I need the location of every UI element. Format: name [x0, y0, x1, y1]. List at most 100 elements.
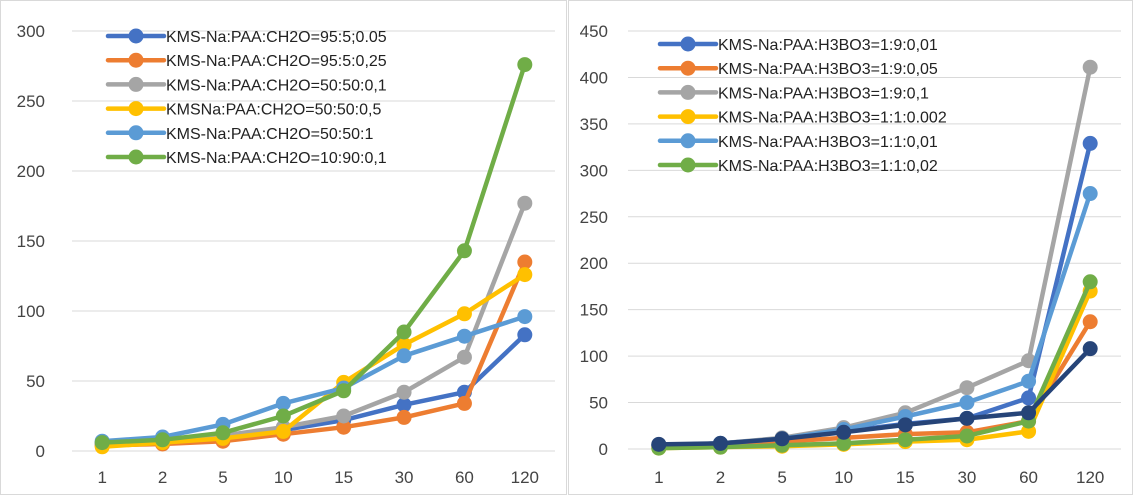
left-data-point	[517, 267, 533, 283]
right-legend-label: KMS-Na:PAA:H3BO3=1:1:0,01	[718, 134, 938, 151]
chart-right: 0 50 100 150 200 250 300 350 400 450 1 2 5 10 15 30 60 12…	[568, 0, 1133, 495]
left-y-tick-label: 0	[36, 442, 45, 461]
left-legend-label: KMS-Na:PAA:CH2O=50:50:0,1	[166, 77, 387, 94]
right-data-point	[1082, 186, 1098, 202]
right-x-tick-label: 5	[777, 468, 786, 487]
left-legend-label: KMSNa:PAA:CH2O=50:50:0,5	[166, 102, 381, 119]
left-legend-item: KMS-Na:PAA:CH2O=95:5;0.05	[105, 28, 387, 46]
left-legend-item: KMS-Na:PAA:CH2O=50:50:0,1	[105, 76, 387, 94]
left-x-tick-label: 2	[158, 468, 167, 487]
left-data-point	[275, 408, 291, 424]
right-data-point	[1021, 390, 1037, 406]
left-x-tick-label: 5	[218, 468, 227, 487]
left-data-point	[517, 57, 533, 73]
right-legend-item: KMS-Na:PAA:H3BO3=1:9:0,1	[657, 84, 929, 102]
right-x-tick-label: 1	[654, 468, 663, 487]
left-x-tick-label: 10	[274, 468, 293, 487]
left-data-point	[396, 348, 412, 364]
right-data-point	[1021, 405, 1037, 421]
left-data-point	[396, 384, 412, 400]
left-data-point	[396, 324, 412, 340]
right-data-point	[1082, 59, 1098, 75]
right-y-tick-label: 350	[580, 115, 608, 134]
right-legend-marker	[680, 84, 696, 100]
left-data-point	[456, 349, 472, 365]
right-legend-label: KMS-Na:PAA:H3BO3=1:9:0,1	[718, 85, 929, 102]
right-series-line	[656, 346, 1093, 447]
right-legend-marker	[680, 36, 696, 52]
right-data-point	[1082, 274, 1098, 290]
right-y-tick-label: 400	[580, 68, 608, 87]
left-data-point	[456, 306, 472, 322]
left-legend-label: KMS-Na:PAA:CH2O=10:90:0,1	[166, 150, 387, 167]
left-data-point	[396, 397, 412, 413]
right-y-tick-label: 300	[580, 161, 608, 180]
right-legend-item: KMS-Na:PAA:H3BO3=1:9:0,01	[657, 36, 938, 54]
left-y-tick-label: 100	[17, 302, 45, 321]
left-data-point	[275, 395, 291, 411]
right-data-point	[959, 410, 975, 426]
right-data-point	[959, 428, 975, 444]
left-series-line	[99, 272, 528, 450]
left-data-point	[517, 309, 533, 325]
left-data-point	[517, 195, 533, 211]
right-x-tick-label: 10	[834, 468, 853, 487]
right-x-tick-label: 60	[1019, 468, 1038, 487]
right-y-tick-label: 250	[580, 208, 608, 227]
left-x-tick-label: 15	[334, 468, 353, 487]
left-data-point	[396, 337, 412, 353]
right-data-point	[774, 431, 790, 447]
right-data-point	[1082, 341, 1098, 357]
right-x-tick-label: 15	[896, 468, 915, 487]
right-x-tick-label: 2	[716, 468, 725, 487]
right-y-tick-label: 150	[580, 301, 608, 320]
right-legend-item: KMS-Na:PAA:H3BO3=1:1:0,01	[657, 133, 938, 151]
right-legend-item: KMS-Na:PAA:H3BO3=1:9:0,05	[657, 60, 938, 78]
left-data-point	[456, 328, 472, 344]
left-legend-item: KMS-Na:PAA:CH2O=50:50:1	[105, 125, 373, 143]
right-legend-item: KMS-Na:PAA:H3BO3=1:1:0.002	[657, 109, 947, 127]
left-legend-marker	[128, 125, 144, 141]
right-legend-label: KMS-Na:PAA:H3BO3=1:9:0,05	[718, 61, 938, 78]
right-data-point	[836, 424, 852, 440]
left-data-point	[336, 419, 352, 435]
left-legend-item: KMS-Na:PAA:CH2O=10:90:0,1	[105, 149, 387, 167]
right-data-point	[1082, 314, 1098, 330]
right-legend-marker	[680, 133, 696, 149]
left-legend-marker	[128, 149, 144, 165]
left-data-point	[155, 432, 171, 448]
right-y-tick-label: 50	[589, 394, 608, 413]
left-data-point	[517, 327, 533, 343]
right-legend-label: KMS-Na:PAA:H3BO3=1:9:0,01	[718, 37, 938, 54]
chart-left: 0 50 100 150 200 250 300 1 2 5 10 15 30 60 120 KMS-Na:P…	[0, 0, 567, 495]
right-series-7	[651, 341, 1098, 452]
right-data-point	[897, 417, 913, 433]
left-x-tick-label: 30	[395, 468, 414, 487]
left-data-point	[215, 425, 231, 441]
left-legend-marker	[128, 101, 144, 117]
left-data-point	[336, 383, 352, 399]
left-y-tick-label: 250	[17, 92, 45, 111]
left-data-point	[517, 254, 533, 270]
right-data-point	[959, 380, 975, 396]
right-data-point	[959, 395, 975, 411]
left-legend-label: KMS-Na:PAA:CH2O=50:50:1	[166, 126, 373, 143]
left-y-tick-label: 200	[17, 162, 45, 181]
left-series-line	[99, 314, 528, 444]
left-data-point	[275, 423, 291, 439]
right-y-tick-label: 100	[580, 347, 608, 366]
right-legend-marker	[680, 109, 696, 125]
chart-right-svg: 0 50 100 150 200 250 300 350 400 450 1 2 5 10 15 30 60 12…	[568, 0, 1133, 495]
left-legend-item: KMSNa:PAA:CH2O=50:50:0,5	[105, 101, 381, 119]
left-legend-label: KMS-Na:PAA:CH2O=95:5:0,25	[166, 53, 387, 70]
left-y-tick-label: 150	[17, 232, 45, 251]
left-x-tick-label: 120	[511, 468, 539, 487]
left-legend-label: KMS-Na:PAA:CH2O=95:5;0.05	[166, 29, 387, 46]
left-y-tick-label: 50	[26, 372, 45, 391]
left-x-tick-label: 60	[455, 468, 474, 487]
right-data-point	[712, 435, 728, 451]
right-legend-marker	[680, 60, 696, 76]
right-data-point	[897, 432, 913, 448]
right-x-tick-label: 30	[957, 468, 976, 487]
left-data-point	[456, 395, 472, 411]
